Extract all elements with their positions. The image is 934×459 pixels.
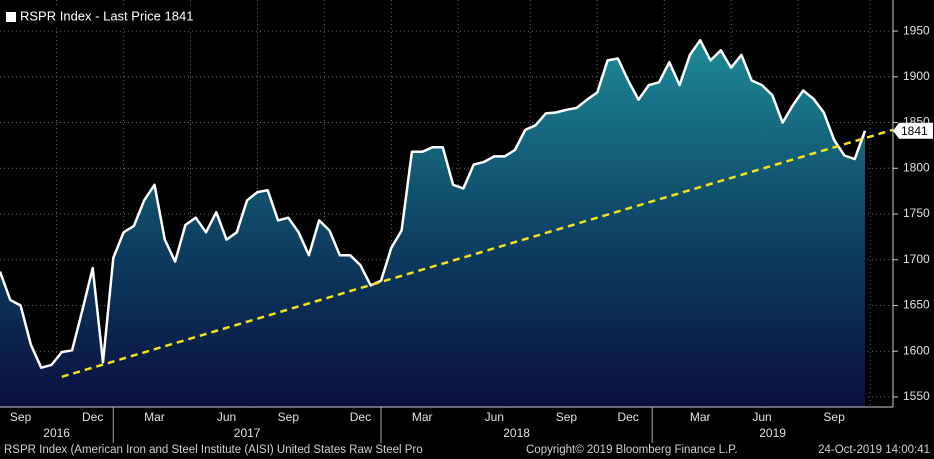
year-label: 2017: [234, 426, 261, 440]
x-tick-label: Sep: [10, 410, 32, 424]
x-tick-label: Dec: [350, 410, 371, 424]
x-tick-label: Mar: [690, 410, 711, 424]
footer-right: 24-Oct-2019 14:00:41: [818, 444, 930, 456]
x-tick-label: Sep: [823, 410, 845, 424]
y-tick-label: 1950: [903, 23, 930, 37]
x-tick-label: Sep: [556, 410, 578, 424]
x-tick-label: Mar: [144, 410, 165, 424]
x-tick-label: Sep: [278, 410, 300, 424]
year-label: 2016: [43, 426, 70, 440]
x-tick-label: Jun: [752, 410, 771, 424]
last-price-tag: [893, 122, 933, 139]
year-label: 2019: [759, 426, 786, 440]
y-tick-label: 1550: [903, 389, 930, 403]
footer-left: RSPR Index (American Iron and Steel Inst…: [4, 444, 423, 456]
legend-label: RSPR Index - Last Price 1841: [20, 8, 193, 23]
last-price-label: 1841: [901, 124, 928, 138]
legend-swatch: [6, 12, 16, 22]
footer-center: Copyright© 2019 Bloomberg Finance L.P.: [526, 444, 738, 456]
legend-box: [2, 6, 220, 28]
y-tick-label: 1900: [903, 69, 930, 83]
area: [0, 40, 865, 407]
marks: [0, 38, 894, 407]
trend-line: [61, 128, 894, 379]
year-label: 2018: [503, 426, 530, 440]
y-tick-label: 1700: [903, 252, 930, 266]
x-tick-label: Jun: [217, 410, 236, 424]
x-tick-label: Jun: [485, 410, 504, 424]
x-tick-label: Dec: [82, 410, 103, 424]
y-tick-label: 1650: [903, 298, 930, 312]
x-tick-label: Dec: [617, 410, 638, 424]
line: [0, 38, 867, 369]
y-tick-label: 1750: [903, 206, 930, 220]
y-tick-label: 1600: [903, 343, 930, 357]
y-tick-label: 1800: [903, 160, 930, 174]
x-tick-label: Mar: [412, 410, 433, 424]
